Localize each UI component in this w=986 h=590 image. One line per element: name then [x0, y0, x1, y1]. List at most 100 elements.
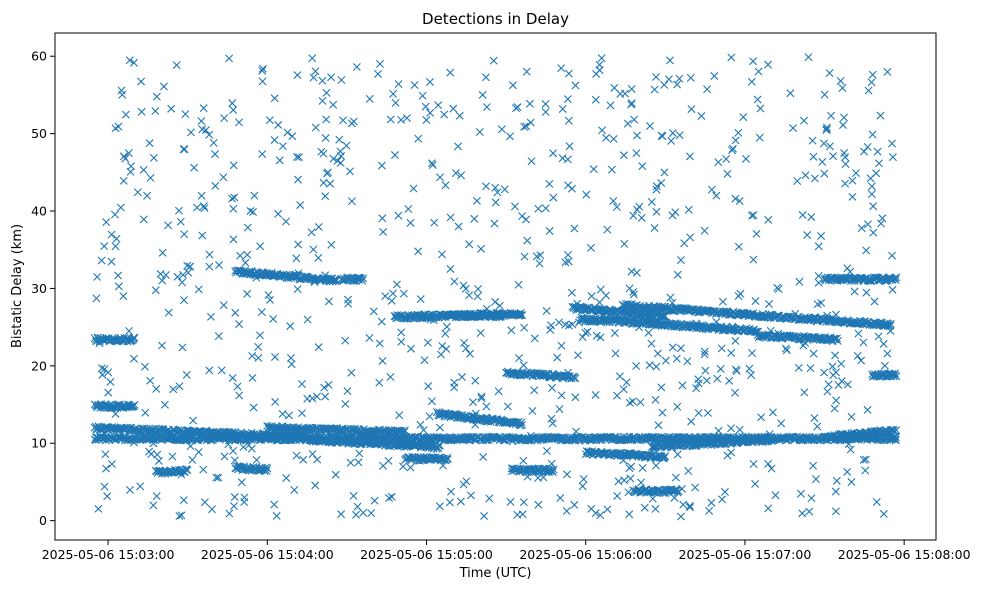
- detection-marker: [632, 362, 641, 371]
- detection-marker: [650, 223, 659, 232]
- detection-marker: [205, 262, 214, 271]
- detection-marker: [720, 487, 729, 496]
- detection-marker: [278, 409, 287, 418]
- detection-marker: [731, 194, 740, 203]
- detection-marker: [375, 378, 384, 387]
- detection-marker: [528, 406, 537, 415]
- detection-marker: [229, 204, 238, 213]
- detection-marker: [482, 103, 491, 112]
- detection-marker: [840, 113, 849, 122]
- detection-marker: [532, 252, 541, 261]
- detection-marker: [107, 230, 116, 239]
- detection-marker: [423, 338, 432, 347]
- detection-marker: [296, 201, 305, 210]
- detection-marker: [295, 153, 304, 162]
- detection-marker: [146, 173, 155, 182]
- detection-marker: [293, 285, 302, 294]
- detection-marker: [477, 394, 486, 403]
- detection-marker: [320, 383, 329, 392]
- detection-marker: [620, 239, 629, 248]
- detection-marker: [520, 122, 529, 131]
- detection-marker: [456, 497, 465, 506]
- detection-marker: [385, 493, 394, 502]
- x-tick-label: 2025-05-06 15:07:00: [679, 547, 812, 562]
- detection-marker: [427, 397, 436, 406]
- detection-marker: [243, 250, 252, 259]
- detection-marker: [110, 210, 119, 219]
- detection-marker: [735, 197, 744, 206]
- detection-marker: [104, 368, 113, 377]
- detection-marker: [883, 67, 892, 76]
- detection-marker: [349, 491, 358, 500]
- detection-marker: [246, 206, 255, 215]
- detection-marker: [822, 126, 831, 134]
- detection-marker: [541, 99, 550, 108]
- detection-marker: [636, 398, 645, 407]
- detection-marker: [879, 509, 888, 518]
- detection-marker: [341, 336, 350, 345]
- detection-marker: [217, 366, 226, 375]
- detection-marker: [337, 510, 346, 519]
- detection-marker: [880, 361, 889, 370]
- detection-marker: [214, 473, 223, 482]
- detection-marker: [867, 190, 876, 199]
- detection-marker: [782, 346, 791, 355]
- detection-marker: [718, 297, 727, 306]
- detection-marker: [347, 368, 356, 377]
- detection-marker: [700, 347, 709, 356]
- detection-marker: [97, 256, 106, 265]
- detection-marker: [466, 491, 475, 500]
- detection-marker: [564, 250, 573, 259]
- detection-marker: [786, 89, 795, 98]
- detection-marker: [143, 191, 152, 200]
- detection-marker: [343, 387, 352, 396]
- detection-marker: [534, 204, 543, 213]
- y-axis-label: Bistatic Delay (km): [10, 224, 25, 348]
- detection-marker: [817, 232, 826, 241]
- detection-marker: [652, 362, 661, 371]
- y-tick-label: 0: [39, 513, 47, 528]
- detection-marker: [645, 361, 654, 370]
- detection-marker: [114, 271, 123, 280]
- detection-marker: [710, 71, 719, 80]
- detection-marker: [124, 326, 133, 335]
- detection-marker: [830, 404, 839, 413]
- detection-marker: [820, 169, 829, 178]
- detection-marker: [200, 204, 209, 213]
- detection-marker: [272, 511, 281, 520]
- detection-marker: [676, 256, 685, 265]
- detection-marker: [491, 198, 500, 207]
- detection-marker: [446, 68, 455, 77]
- detection-marker: [344, 299, 353, 308]
- detection-marker: [831, 507, 840, 516]
- detection-marker: [308, 450, 317, 458]
- detection-marker: [633, 131, 642, 140]
- detection-marker: [668, 343, 677, 352]
- detection-marker: [490, 219, 499, 228]
- detection-marker: [283, 128, 292, 137]
- detection-marker: [335, 135, 344, 144]
- detection-marker: [179, 270, 187, 279]
- detection-marker: [725, 376, 734, 385]
- detection-marker: [248, 373, 257, 382]
- detection-marker: [159, 82, 168, 91]
- detection-marker: [197, 191, 206, 200]
- detection-marker: [178, 278, 187, 287]
- detection-marker: [136, 482, 145, 491]
- detection-marker: [435, 423, 444, 432]
- detection-marker: [481, 73, 490, 82]
- detection-marker: [225, 54, 234, 63]
- detection-marker: [626, 474, 635, 483]
- detection-marker: [741, 154, 750, 163]
- detection-marker: [542, 306, 551, 315]
- detection-marker: [749, 460, 758, 468]
- detection-marker: [187, 128, 195, 137]
- detection-marker: [795, 277, 804, 286]
- detection-marker: [888, 139, 896, 148]
- detection-marker: [686, 73, 695, 82]
- detection-marker: [732, 367, 741, 375]
- detection-marker: [399, 462, 408, 471]
- detection-marker: [493, 188, 502, 197]
- detection-marker: [751, 479, 760, 488]
- detection-marker: [625, 510, 634, 519]
